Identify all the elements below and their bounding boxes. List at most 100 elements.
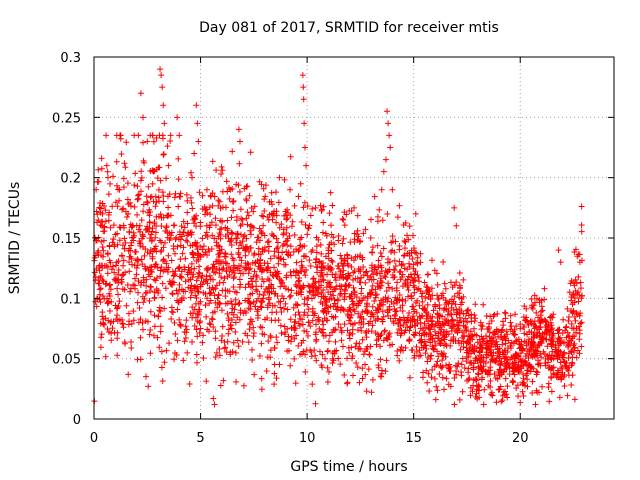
data-point (129, 261, 136, 268)
data-point (337, 286, 344, 293)
data-point (320, 277, 327, 284)
data-point (414, 286, 421, 293)
data-point (369, 282, 376, 289)
data-point (408, 295, 415, 302)
data-point (236, 276, 243, 283)
data-point (225, 330, 232, 337)
data-point (101, 223, 108, 230)
data-point (273, 309, 280, 316)
data-point (105, 211, 112, 218)
data-point (301, 242, 308, 249)
data-point (374, 218, 381, 225)
data-point (358, 274, 365, 281)
data-point (341, 296, 348, 303)
data-point (301, 199, 308, 206)
data-point (257, 266, 264, 273)
data-point (398, 330, 405, 337)
data-point (555, 369, 562, 376)
data-point (154, 264, 161, 271)
data-point (390, 320, 397, 327)
data-point (352, 253, 359, 260)
data-point (524, 383, 531, 390)
data-point (97, 299, 104, 306)
data-point (146, 250, 153, 257)
data-point (174, 337, 181, 344)
data-point (293, 332, 300, 339)
x-tick-label: 5 (196, 431, 204, 446)
data-point (149, 237, 156, 244)
data-point (209, 309, 216, 316)
data-point (539, 383, 546, 390)
data-point (298, 219, 305, 226)
data-point (326, 241, 333, 248)
data-point (375, 257, 382, 264)
data-point (224, 300, 231, 307)
data-point (100, 247, 107, 254)
data-point (442, 297, 449, 304)
data-point (331, 300, 338, 307)
data-point (293, 259, 300, 266)
data-point (151, 323, 158, 330)
data-point (242, 252, 249, 259)
data-point (555, 326, 562, 333)
data-point (394, 214, 401, 221)
data-point (297, 242, 304, 249)
data-point (431, 375, 438, 382)
data-point (176, 229, 183, 236)
data-point (251, 203, 258, 210)
data-point (106, 281, 113, 288)
data-point (207, 193, 214, 200)
data-point (463, 339, 470, 346)
data-point (309, 317, 316, 324)
data-point (128, 339, 135, 346)
data-point (185, 264, 192, 271)
data-point (378, 297, 385, 304)
data-point (256, 225, 263, 232)
data-point (267, 255, 274, 262)
data-point (166, 340, 172, 347)
data-point (246, 321, 253, 328)
data-point (239, 221, 246, 228)
data-point (223, 178, 230, 185)
data-point (317, 241, 324, 248)
data-point (108, 337, 115, 344)
data-point (563, 323, 570, 330)
data-point (157, 177, 164, 184)
data-point (193, 326, 200, 333)
data-point (504, 383, 511, 390)
data-point (240, 270, 247, 277)
data-point (467, 341, 474, 348)
data-point (464, 347, 471, 354)
data-point (327, 284, 334, 291)
data-point (396, 202, 403, 209)
data-point (176, 132, 183, 139)
data-point (216, 198, 223, 205)
data-point (139, 326, 146, 333)
data-point (414, 254, 421, 261)
data-point (320, 321, 327, 328)
data-point (327, 303, 334, 310)
data-point (570, 342, 577, 349)
data-point (99, 200, 106, 207)
data-point (456, 340, 463, 347)
data-point (174, 306, 181, 313)
data-point (157, 273, 164, 280)
data-point (116, 186, 123, 193)
data-point (243, 309, 250, 316)
data-point (482, 360, 489, 367)
data-point (417, 250, 424, 257)
data-point (328, 265, 335, 272)
x-tick-label: 10 (299, 431, 316, 446)
data-point (97, 222, 104, 229)
data-point (256, 291, 263, 298)
data-point (131, 275, 138, 282)
data-point (168, 308, 175, 315)
data-point (256, 260, 263, 267)
data-point (349, 301, 356, 308)
data-point (549, 341, 556, 348)
data-point (228, 301, 235, 308)
data-point (329, 258, 336, 265)
data-point (221, 339, 228, 346)
data-point (382, 296, 389, 303)
data-point (337, 290, 344, 297)
